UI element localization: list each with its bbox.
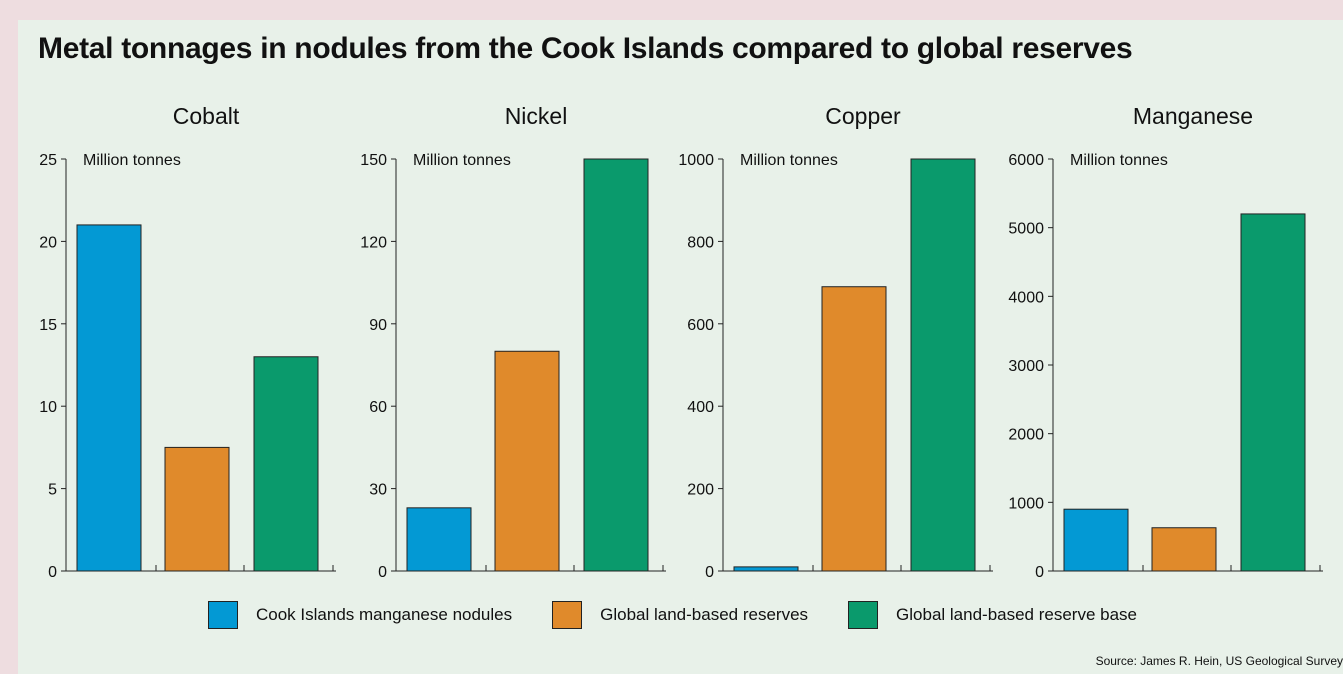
cobalt-bar-reserves xyxy=(164,446,230,572)
copper-y-tick-label-0: 0 xyxy=(705,564,714,581)
manganese-chart-title: Manganese xyxy=(1133,103,1253,129)
legend-swatch-cook-islands xyxy=(208,601,238,629)
manganese-bar-reserves xyxy=(1151,527,1217,572)
manganese-bar-reserve-base xyxy=(1240,213,1306,572)
copper-y-tick-label-600: 600 xyxy=(687,317,714,334)
copper-y-tick-label-200: 200 xyxy=(687,482,714,499)
manganese-y-tick-label-5000: 5000 xyxy=(1008,221,1044,238)
nickel-y-tick-label-120: 120 xyxy=(360,234,387,251)
legend-label-cook-islands: Cook Islands manganese nodules xyxy=(256,605,513,624)
legend-item-reserve-base: Global land-based reserve base xyxy=(848,601,1137,629)
nickel-y-tick-label-90: 90 xyxy=(369,317,387,334)
cobalt-y-tick-label-20: 20 xyxy=(39,234,57,251)
copper-bar-reserves xyxy=(821,286,887,572)
manganese-unit-label: Million tonnes xyxy=(1070,152,1168,169)
nickel-y-tick-label-60: 60 xyxy=(369,399,387,416)
copper-bar-cook-islands xyxy=(733,566,799,572)
manganese-y-tick-label-3000: 3000 xyxy=(1008,358,1044,375)
cobalt-y-tick-label-10: 10 xyxy=(39,399,57,416)
nickel-bar-reserve-base xyxy=(583,158,649,572)
legend-label-reserves: Global land-based reserves xyxy=(600,605,809,624)
nickel-y-tick-label-0: 0 xyxy=(378,564,387,581)
copper-chart-title: Copper xyxy=(825,103,901,129)
nickel-unit-label: Million tonnes xyxy=(413,152,511,169)
manganese-y-tick-label-6000: 6000 xyxy=(1008,152,1044,169)
copper-unit-label: Million tonnes xyxy=(740,152,838,169)
cobalt-y-tick-label-25: 25 xyxy=(39,152,57,169)
cobalt-bar-reserve-base xyxy=(253,356,319,572)
nickel-bar-cook-islands xyxy=(406,507,472,572)
cobalt-y-tick-label-0: 0 xyxy=(48,564,57,581)
copper-bar-reserve-base xyxy=(910,158,976,572)
legend-label-reserve-base: Global land-based reserve base xyxy=(896,605,1138,624)
manganese-y-tick-label-1000: 1000 xyxy=(1008,495,1044,512)
nickel-y-tick-label-30: 30 xyxy=(369,482,387,499)
cobalt-unit-label: Million tonnes xyxy=(83,152,181,169)
nickel-bar-reserves xyxy=(494,350,560,572)
legend-item-cook-islands: Cook Islands manganese nodules xyxy=(208,601,512,629)
copper-y-tick-label-400: 400 xyxy=(687,399,714,416)
legend-item-reserves: Global land-based reserves xyxy=(552,601,808,629)
manganese-y-tick-label-0: 0 xyxy=(1035,564,1044,581)
legend-swatch-reserve-base xyxy=(848,601,879,629)
nickel-chart-title: Nickel xyxy=(505,103,568,129)
figure-panel: Metal tonnages in nodules from the Cook … xyxy=(18,20,1343,674)
nickel-y-tick-label-150: 150 xyxy=(360,152,387,169)
cobalt-bar-cook-islands xyxy=(76,224,142,572)
cobalt-y-tick-label-15: 15 xyxy=(39,317,57,334)
copper-y-tick-label-800: 800 xyxy=(687,234,714,251)
manganese-y-tick-label-4000: 4000 xyxy=(1008,289,1044,306)
cobalt-chart-title: Cobalt xyxy=(173,103,240,129)
figure-title: Metal tonnages in nodules from the Cook … xyxy=(38,32,1133,65)
manganese-bar-cook-islands xyxy=(1063,508,1129,572)
manganese-y-tick-label-2000: 2000 xyxy=(1008,427,1044,444)
legend: Cook Islands manganese nodules Global la… xyxy=(208,600,1177,630)
legend-swatch-reserves xyxy=(552,601,583,629)
copper-y-tick-label-1000: 1000 xyxy=(678,152,714,169)
cobalt-y-tick-label-5: 5 xyxy=(48,482,57,499)
source-note: Source: James R. Hein, US Geological Sur… xyxy=(1095,654,1343,668)
charts-area: Cobalt Million tonnes 0 5 10 15 20 25 Nickel Mill… xyxy=(39,103,1323,581)
